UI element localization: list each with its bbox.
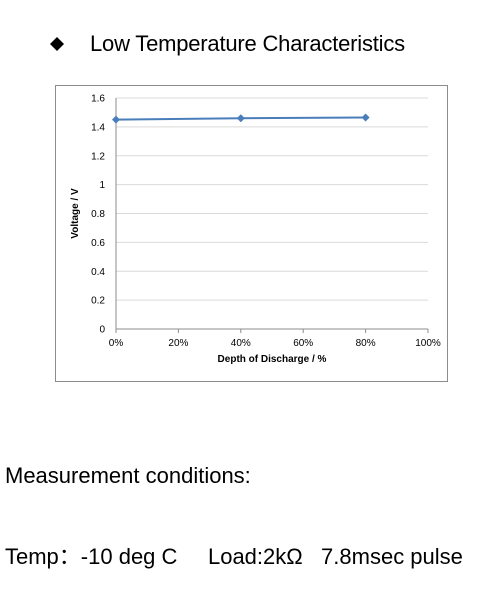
x-tick-label: 100% xyxy=(415,338,441,349)
y-tick-label: 0.8 xyxy=(91,209,105,220)
x-axis-title: Depth of Discharge / % xyxy=(218,354,327,365)
page-heading: Low Temperature Characteristics xyxy=(50,30,405,58)
x-tick-label: 40% xyxy=(231,338,251,349)
data-point xyxy=(236,114,245,123)
page-title: Low Temperature Characteristics xyxy=(90,31,405,56)
y-tick-label: 1.6 xyxy=(91,94,105,105)
x-tick-label: 80% xyxy=(356,338,376,349)
y-tick-label: 1 xyxy=(99,180,105,191)
y-tick-label: 0.4 xyxy=(91,267,105,278)
x-tick-label: 60% xyxy=(293,338,313,349)
data-point xyxy=(361,113,370,122)
y-tick-label: 0.6 xyxy=(91,238,105,249)
y-axis-title: Voltage / V xyxy=(70,188,81,239)
measurement-conditions: Measurement conditions: Temp：-10 deg C L… xyxy=(5,408,463,597)
conditions-title: Measurement conditions: xyxy=(5,463,251,488)
y-tick-label: 0.2 xyxy=(91,296,105,307)
x-tick-label: 20% xyxy=(168,338,188,349)
y-tick-label: 1.2 xyxy=(91,151,105,162)
line-chart: 0 0.2 0.4 0.6 0.8 1 1.2 1.4 1.6 0% 20% 40% 60% 80% 100… xyxy=(70,94,441,366)
y-tick-label: 0 xyxy=(99,325,105,336)
chart-frame xyxy=(55,85,448,382)
diamond-bullet-icon xyxy=(50,37,64,51)
data-point xyxy=(112,115,120,124)
y-tick-label: 1.4 xyxy=(91,122,105,133)
conditions-line: Temp：-10 deg C Load:2kΩ 7.8msec pulse xyxy=(5,544,463,569)
x-tick-label: 0% xyxy=(109,338,124,349)
